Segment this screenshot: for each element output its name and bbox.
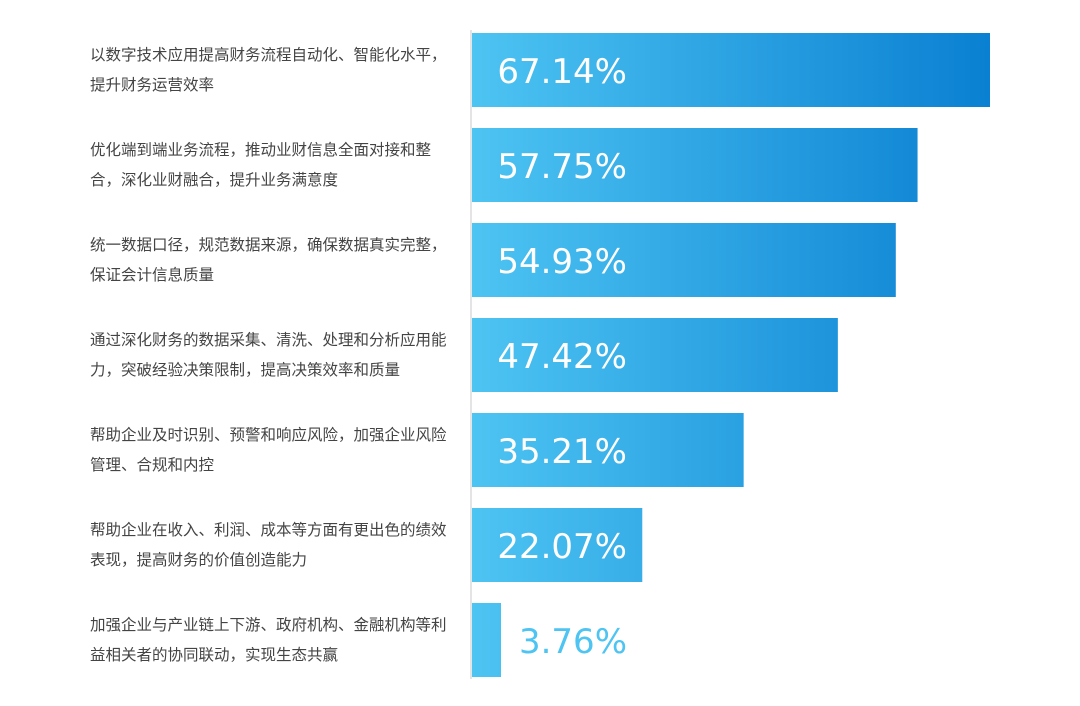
bar: [472, 318, 838, 392]
value-label: 35.21%: [497, 432, 627, 472]
category-label: 以数字技术应用提高财务流程自动化、智能化水平，提升财务运营效率: [90, 46, 447, 94]
category-label: 帮助企业在收入、利润、成本等方面有更出色的绩效表现，提高财务的价值创造能力: [90, 521, 447, 569]
bar: [472, 508, 643, 582]
bar: [472, 223, 896, 297]
category-label: 帮助企业及时识别、预警和响应风险，加强企业风险管理、合规和内控: [90, 426, 447, 474]
value-label: 22.07%: [497, 527, 627, 567]
category-label: 优化端到端业务流程，推动业财信息全面对接和整合，深化业财融合，提升业务满意度: [90, 141, 432, 189]
bar: [472, 603, 502, 677]
bar: [472, 33, 990, 107]
value-label: 3.76%: [519, 622, 627, 662]
bar: [472, 128, 918, 202]
category-label: 通过深化财务的数据采集、清洗、处理和分析应用能力，突破经验决策限制，提高决策效率…: [90, 331, 447, 379]
value-label: 47.42%: [497, 337, 627, 377]
bar: [472, 413, 744, 487]
category-label: 统一数据口径，规范数据来源，确保数据真实完整，保证会计信息质量: [90, 236, 447, 284]
value-label: 57.75%: [497, 147, 627, 187]
value-label: 67.14%: [497, 52, 627, 92]
value-label: 54.93%: [497, 242, 627, 282]
category-label: 加强企业与产业链上下游、政府机构、金融机构等利益相关者的协同联动，实现生态共赢: [90, 616, 447, 664]
